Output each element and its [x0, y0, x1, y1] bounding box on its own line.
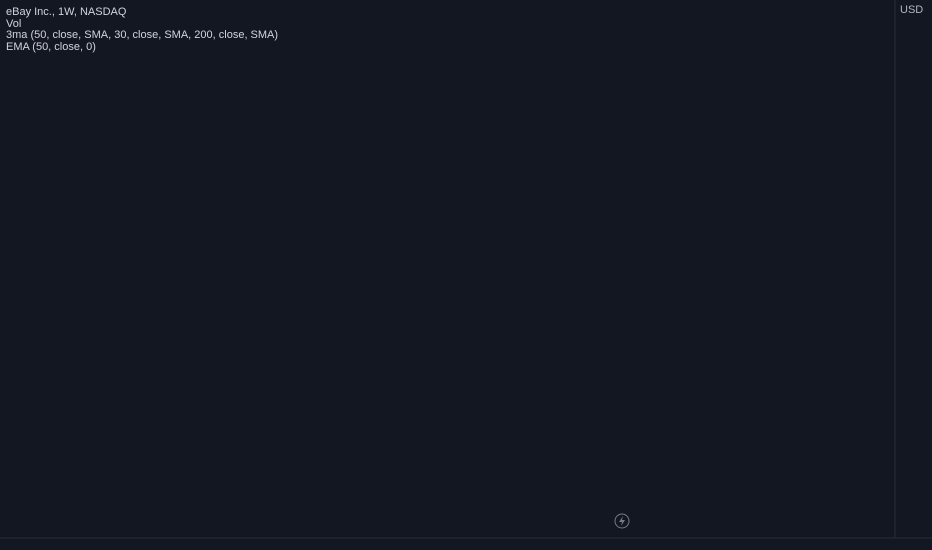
symbol-title: eBay Inc., 1W, NASDAQ [6, 6, 127, 18]
replay-icon[interactable] [614, 513, 630, 529]
indicator-label: EMA (50, close, 0) [6, 41, 96, 53]
currency-label: USD [900, 4, 923, 16]
indicator-label: Vol [6, 18, 21, 30]
indicator-label: 3ma (50, close, SMA, 30, close, SMA, 200… [6, 29, 278, 41]
